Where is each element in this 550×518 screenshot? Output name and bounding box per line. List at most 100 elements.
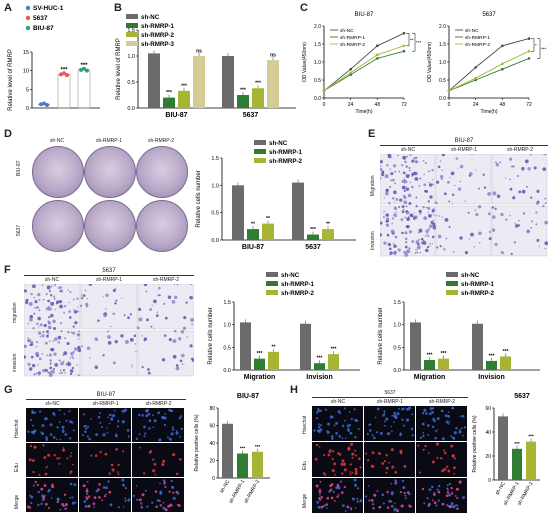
significance-label: ***	[503, 349, 509, 355]
stained-cell	[41, 334, 45, 338]
fluorescence-tile	[132, 443, 184, 477]
fluorescent-nucleus	[330, 483, 334, 486]
stained-cell	[544, 197, 547, 200]
stained-cell	[34, 351, 39, 356]
colony-dish	[84, 146, 136, 198]
bar	[222, 56, 234, 108]
fluorescent-nucleus	[451, 406, 455, 410]
fluorescent-nucleus	[335, 432, 338, 435]
fluorescent-nucleus	[135, 437, 139, 441]
fluorescent-nucleus	[423, 409, 426, 412]
stained-cell	[408, 202, 412, 205]
stained-cell	[30, 355, 34, 359]
stained-cell	[59, 289, 63, 293]
significance-label: ***	[240, 88, 246, 94]
stained-cell	[452, 250, 455, 253]
micrograph-tile	[137, 284, 194, 330]
bar	[254, 358, 265, 370]
fluorescent-nucleus	[436, 417, 440, 421]
fluorescent-nucleus	[357, 428, 360, 431]
fluorescent-nucleus	[107, 480, 110, 483]
fluorescent-nucleus	[432, 493, 436, 496]
fluorescent-nucleus	[455, 487, 459, 491]
data-point	[376, 53, 379, 57]
fluorescent-nucleus	[417, 444, 420, 447]
y-tick-label: 1.5	[211, 156, 219, 162]
stained-cell	[48, 353, 52, 357]
fluorescent-nucleus	[407, 406, 412, 410]
x-category-label: BIU-87	[165, 112, 187, 119]
fluorescent-nucleus	[398, 407, 400, 410]
fluorescent-nucleus	[333, 462, 336, 466]
fluorescent-nucleus	[86, 493, 89, 496]
stained-cell	[413, 212, 415, 214]
stained-cell	[457, 167, 459, 169]
fluorescent-nucleus	[446, 491, 450, 494]
fluorescent-nucleus	[435, 442, 439, 446]
stained-cell	[405, 165, 408, 168]
stained-cell	[54, 284, 57, 287]
stained-cell	[156, 311, 159, 314]
fluorescent-nucleus	[95, 433, 99, 437]
stained-cell	[57, 335, 62, 340]
x-tick-label: 48	[375, 102, 381, 108]
fluorescent-nucleus	[33, 430, 36, 433]
stained-cell	[416, 251, 419, 254]
fluorescent-nucleus	[455, 504, 459, 507]
fluorescent-nucleus	[314, 457, 318, 461]
stained-cell	[398, 205, 401, 208]
fluorescent-nucleus	[331, 457, 334, 461]
fluorescent-nucleus	[103, 495, 107, 498]
fluorescent-nucleus	[463, 426, 467, 429]
fluorescent-nucleus	[408, 492, 411, 496]
stained-cell	[527, 167, 531, 171]
fluorescent-nucleus	[399, 491, 402, 494]
stained-cell	[380, 177, 382, 180]
fluorescent-nucleus	[63, 493, 67, 497]
fluorescent-nucleus	[162, 501, 165, 504]
fluorescent-nucleus	[59, 457, 61, 459]
stained-cell	[60, 322, 62, 325]
significance-label: ***	[181, 83, 187, 89]
fluorescent-nucleus	[422, 448, 425, 451]
y-tick-label: 0.5	[314, 78, 321, 84]
fluorescent-nucleus	[45, 436, 48, 439]
colony-dish	[32, 146, 84, 198]
stained-cell	[133, 334, 137, 337]
fluorescent-nucleus	[332, 490, 335, 494]
fluorescent-nucleus	[62, 504, 65, 508]
stained-cell	[418, 209, 422, 214]
fluorescent-nucleus	[58, 409, 61, 412]
fluorescent-nucleus	[383, 460, 386, 463]
fluorescent-nucleus	[322, 504, 326, 508]
micrograph-tile	[137, 330, 194, 377]
data-point	[527, 37, 531, 40]
chart-h-bar: 0 20 40 60 Relative positive cells (%) 5637 sh…	[472, 393, 540, 507]
stained-cell	[521, 167, 525, 171]
fluorescent-nucleus	[84, 427, 88, 430]
fluorescent-nucleus	[450, 486, 453, 490]
stained-cell	[545, 154, 547, 155]
panel-f-col-label: sh-RMRP-2	[152, 277, 180, 283]
stained-cell	[66, 342, 70, 346]
fluorescent-nucleus	[454, 495, 457, 497]
fluorescent-nucleus	[142, 472, 146, 475]
fluorescent-nucleus	[61, 430, 65, 434]
fluorescent-nucleus	[324, 473, 327, 476]
fluorescent-nucleus	[359, 499, 363, 503]
fluorescent-nucleus	[40, 502, 43, 506]
fluorescent-nucleus	[337, 486, 341, 490]
stained-cell	[36, 340, 39, 344]
stained-cell	[56, 303, 58, 305]
stained-cell	[427, 170, 430, 173]
fluorescent-nucleus	[436, 488, 439, 491]
significance-label: ***	[60, 67, 68, 73]
fluorescence-tile	[79, 408, 131, 442]
stained-cell	[27, 337, 29, 339]
stained-cell	[64, 305, 66, 308]
fluorescent-nucleus	[136, 498, 139, 501]
mean-bar	[57, 73, 71, 109]
fluorescent-nucleus	[41, 424, 45, 428]
fluorescent-nucleus	[378, 505, 382, 509]
stained-cell	[402, 155, 407, 160]
